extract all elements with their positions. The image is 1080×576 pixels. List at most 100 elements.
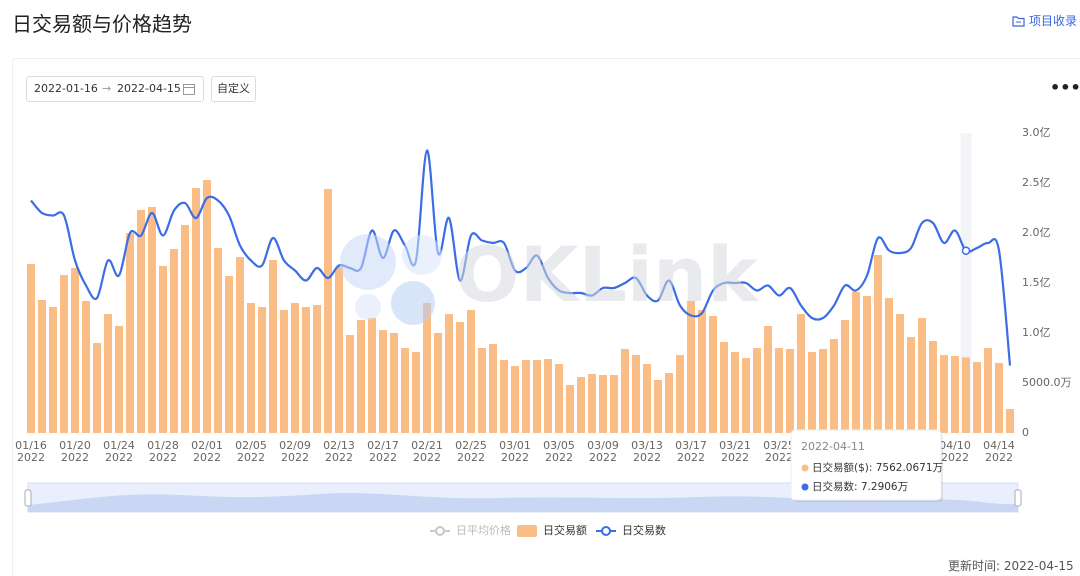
x-tick-sublabel: 2022 [369, 451, 397, 464]
bar [49, 307, 57, 433]
x-tick-sublabel: 2022 [413, 451, 441, 464]
date-picker[interactable]: 2022-01-16 → 2022-04-15 [26, 76, 204, 102]
bar [489, 344, 497, 433]
bar [522, 360, 530, 433]
x-tick-sublabel: 2022 [281, 451, 309, 464]
bar [346, 335, 354, 433]
bar [291, 303, 299, 433]
x-tick-label: 02/01 [191, 439, 223, 452]
x-tick-label: 03/25 [763, 439, 795, 452]
bar [819, 349, 827, 433]
bar [687, 301, 695, 433]
x-tick-sublabel: 2022 [985, 451, 1013, 464]
y-tick-label: 2.0亿 [1022, 226, 1051, 239]
bar [368, 318, 376, 433]
bar [280, 310, 288, 433]
bar [269, 260, 277, 433]
bar [115, 326, 123, 433]
bar [874, 255, 882, 433]
collect-link[interactable]: 项目收录 [1012, 12, 1077, 29]
bar [225, 276, 233, 433]
bar [775, 348, 783, 433]
tooltip-title: 2022-04-11 [801, 440, 865, 453]
x-tick-label: 02/17 [367, 439, 399, 452]
bar [1006, 409, 1014, 433]
bar [907, 337, 915, 433]
update-time: 更新时间: 2022-04-15 [948, 559, 1074, 573]
bar [841, 320, 849, 433]
x-tick-sublabel: 2022 [589, 451, 617, 464]
bar [357, 320, 365, 433]
legend-label: 日交易额 [543, 523, 587, 537]
x-tick-sublabel: 2022 [721, 451, 749, 464]
bar [456, 322, 464, 433]
hover-point [961, 246, 971, 255]
bar [566, 385, 574, 433]
legend-item[interactable]: 日交易额 [517, 523, 587, 537]
y-tick-label: 3.0亿 [1022, 126, 1051, 139]
x-tick-label: 01/24 [103, 439, 135, 452]
bar [808, 352, 816, 433]
bar [181, 225, 189, 433]
bar [192, 188, 200, 433]
tooltip-box [790, 429, 942, 501]
x-tick-label: 02/05 [235, 439, 267, 452]
card [12, 58, 1080, 576]
bar [203, 180, 211, 433]
y-tick-label: 0 [1022, 426, 1029, 439]
bar [82, 301, 90, 433]
bar [885, 298, 893, 433]
line [30, 149, 1012, 366]
bar [478, 348, 486, 433]
bar [588, 374, 596, 433]
bar [60, 275, 68, 433]
y-tick-label: 1.5亿 [1022, 276, 1051, 289]
bar [511, 366, 519, 433]
legend: 日平均价格 日交易额 日交易数 [430, 523, 666, 537]
bar [423, 303, 431, 433]
bar [258, 307, 266, 433]
bar [412, 352, 420, 433]
bar [38, 300, 46, 433]
x-tick-label: 02/25 [455, 439, 487, 452]
x-tick-sublabel: 2022 [105, 451, 133, 464]
x-tick-sublabel: 2022 [237, 451, 265, 464]
collect-text: 项目收录 [1029, 14, 1078, 28]
page-title: 日交易额与价格趋势 [12, 12, 192, 36]
x-tick-label: 02/21 [411, 439, 443, 452]
x-tick-label: 03/01 [499, 439, 531, 452]
bar [764, 326, 772, 433]
bar [731, 352, 739, 433]
bar [533, 360, 541, 433]
bar [940, 355, 948, 433]
bar [962, 357, 970, 433]
bar [632, 355, 640, 433]
legend-item[interactable]: 日交易数 [596, 523, 666, 537]
x-tick-sublabel: 2022 [941, 451, 969, 464]
bar [929, 341, 937, 433]
x-tick-label: 01/20 [59, 439, 91, 452]
tooltip-item: 日交易额($): 7562.0671万 [812, 461, 943, 474]
y-tick-label: 5000.0万 [1022, 376, 1072, 389]
x-tick-sublabel: 2022 [149, 451, 177, 464]
x-tick-label: 03/05 [543, 439, 575, 452]
more-button[interactable]: ••• [1050, 78, 1080, 97]
bar [148, 207, 156, 433]
x-tick-label: 03/09 [587, 439, 619, 452]
bar [863, 296, 871, 433]
custom-button[interactable]: 自定义 [211, 76, 256, 102]
y-tick-label: 1.0亿 [1022, 326, 1051, 339]
bar [170, 249, 178, 433]
bar [577, 377, 585, 433]
bar [797, 314, 805, 433]
bar [324, 189, 332, 433]
bar [720, 342, 728, 433]
bar [159, 266, 167, 433]
x-tick-label: 03/21 [719, 439, 751, 452]
x-tick-sublabel: 2022 [677, 451, 705, 464]
bar [379, 330, 387, 433]
bar [698, 310, 706, 433]
x-tick-sublabel: 2022 [325, 451, 353, 464]
